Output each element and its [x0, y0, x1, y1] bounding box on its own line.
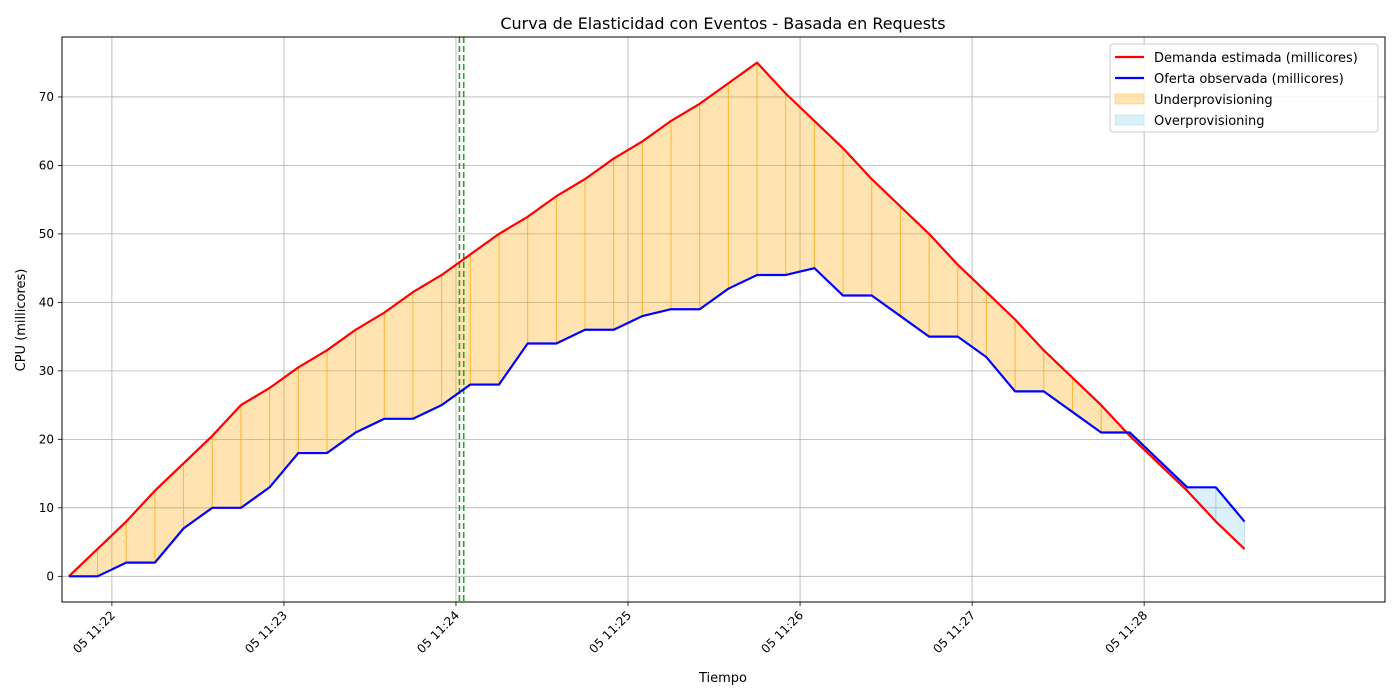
- x-axis-label: Tiempo: [698, 671, 747, 686]
- underprovisioning-area: [813, 119, 844, 297]
- underprovisioning-area: [441, 253, 471, 407]
- underprovisioning-area: [527, 195, 557, 344]
- underprovisioning-area: [412, 274, 443, 420]
- underprovisioning-area: [383, 291, 414, 420]
- series-lines: [68, 61, 1246, 578]
- legend-label: Oferta observada (millicores): [1154, 72, 1344, 87]
- y-tick-label: 70: [39, 90, 54, 104]
- y-tick-label: 60: [39, 158, 54, 172]
- plot-frame: [61, 36, 1386, 603]
- underprovisioning-area: [756, 61, 787, 276]
- underprovisioning-area: [613, 140, 643, 331]
- underprovisioning-area: [584, 157, 615, 331]
- y-tick-label: 30: [39, 364, 54, 378]
- event-lines: [458, 37, 465, 602]
- underprovisioning-area: [555, 178, 586, 345]
- underprovisioning-area: [727, 61, 758, 290]
- y-tick-label: 40: [39, 295, 54, 309]
- y-tick-label: 10: [39, 501, 54, 515]
- grid: [62, 37, 1385, 602]
- legend: Demanda estimada (millicores) Oferta obse…: [1109, 43, 1379, 133]
- y-tick-label: 20: [39, 432, 54, 446]
- y-tick-label: 0: [46, 569, 54, 583]
- y-tick-label: 50: [39, 227, 54, 241]
- underprovisioning-area: [670, 102, 701, 310]
- legend-patch-swatch: [1114, 114, 1145, 126]
- legend-label: Overprovisioning: [1154, 114, 1265, 129]
- underprovisioning-area: [699, 82, 729, 311]
- underprovisioning-area: [469, 232, 500, 386]
- chart-title: Curva de Elasticidad con Eventos - Basad…: [500, 14, 945, 33]
- y-axis-label: CPU (millicores): [14, 269, 29, 372]
- legend-label: Demanda estimada (millicores): [1154, 51, 1358, 66]
- legend-label: Underprovisioning: [1154, 93, 1273, 108]
- legend-box: [1109, 43, 1379, 133]
- underprovisioning-area: [785, 92, 815, 276]
- legend-patch-swatch: [1114, 93, 1145, 105]
- underprovisioning-area: [641, 119, 672, 317]
- underprovisioning-area: [355, 311, 385, 434]
- demand-line: [68, 61, 1246, 578]
- supply-line: [68, 267, 1246, 578]
